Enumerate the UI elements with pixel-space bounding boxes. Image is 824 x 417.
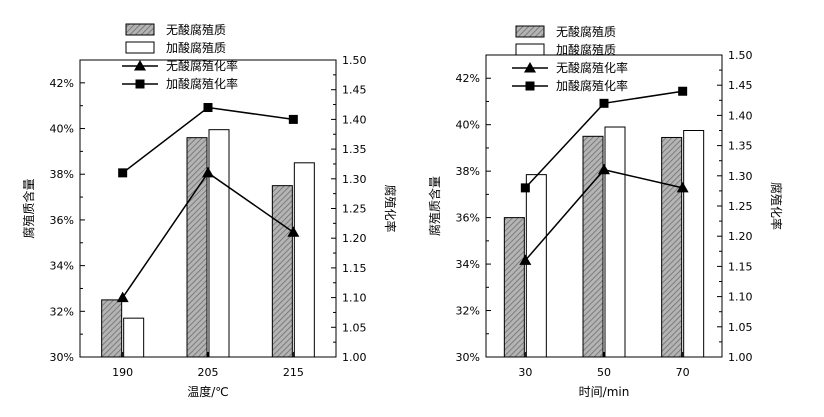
y-tick-label: 42% <box>50 77 74 90</box>
y2-tick-label: 1.30 <box>342 173 367 186</box>
legend-label: 加酸腐殖质 <box>556 42 616 57</box>
legend-swatch <box>125 23 155 36</box>
data-point <box>519 254 532 265</box>
data-point <box>288 114 298 124</box>
data-point <box>598 163 610 175</box>
y2-axis-title: 腐殖化率 <box>383 184 398 232</box>
legend-label: 加酸腐殖化率 <box>556 78 628 93</box>
y2-tick-label: 1.20 <box>728 230 753 243</box>
y2-tick-label: 1.05 <box>728 321 753 334</box>
y-tick-label: 40% <box>456 119 480 132</box>
legend-label: 无酸腐殖质 <box>556 24 616 39</box>
legend-label: 无酸腐殖质 <box>166 22 226 37</box>
legend-label: 加酸腐殖化率 <box>166 76 238 91</box>
bar <box>186 137 208 358</box>
data-point <box>203 103 213 113</box>
y2-tick-label: 1.15 <box>728 260 753 273</box>
series-line <box>524 168 683 261</box>
time-chart: 30% 32% 34% 36% 38% 40% 42% 1.00 1.05 1.10 1.15 1.2… <box>427 24 784 399</box>
data-point <box>287 226 300 237</box>
y2-tick-label: 1.50 <box>728 49 753 62</box>
legend-marker <box>524 62 536 73</box>
x-tick-label: 70 <box>676 366 690 379</box>
y-tick-label: 34% <box>50 260 74 273</box>
temperature-chart: 30% 32% 34% 36% 38% 40% 42% 1.00 1.05 1.10 1.15 1.2… <box>21 22 398 399</box>
x-tick-label: 205 <box>198 366 219 379</box>
y2-tick-label: 1.30 <box>728 170 753 183</box>
bar <box>208 129 230 358</box>
y2-tick-label: 1.25 <box>728 200 753 213</box>
data-point <box>678 86 688 96</box>
y-tick-label: 38% <box>456 165 480 178</box>
bar <box>604 126 626 358</box>
bar <box>503 217 525 358</box>
y2-tick-label: 1.35 <box>342 143 367 156</box>
bar <box>582 135 604 358</box>
data-point <box>520 183 530 193</box>
x-tick-label: 190 <box>112 366 133 379</box>
y2-tick-label: 1.45 <box>728 79 753 92</box>
data-point <box>116 291 129 303</box>
y-tick-label: 36% <box>456 212 480 225</box>
y-tick-label: 36% <box>50 214 74 227</box>
y-tick-label: 42% <box>456 72 480 85</box>
y-tick-label: 40% <box>50 123 74 136</box>
bar <box>271 185 293 358</box>
bar <box>123 317 145 358</box>
data-point <box>118 168 128 178</box>
y2-tick-label: 1.05 <box>342 321 367 334</box>
y2-tick-label: 1.00 <box>342 351 367 364</box>
data-point <box>202 166 214 178</box>
legend-swatch <box>125 41 155 54</box>
y2-tick-label: 1.10 <box>342 292 367 305</box>
y-tick-label: 32% <box>50 305 74 318</box>
data-point <box>676 181 689 193</box>
bar <box>661 136 683 358</box>
legend-label: 无酸腐殖化率 <box>556 60 628 75</box>
x-axis-title: 温度/℃ <box>187 384 229 399</box>
legend-swatch <box>515 25 545 38</box>
legend-marker <box>134 60 146 71</box>
bar <box>683 130 705 358</box>
legend-marker <box>135 79 145 89</box>
y-tick-label: 38% <box>50 168 74 181</box>
legend-label: 无酸腐殖化率 <box>166 58 238 73</box>
x-tick-label: 50 <box>597 366 611 379</box>
y2-tick-label: 1.15 <box>342 262 367 275</box>
y2-tick-label: 1.00 <box>728 351 753 364</box>
y-tick-label: 30% <box>456 351 480 364</box>
y-axis-title: 腐殖质含量 <box>427 176 442 236</box>
legend-marker <box>525 81 535 91</box>
data-point <box>599 98 609 108</box>
y2-tick-label: 1.40 <box>342 113 367 126</box>
y2-tick-label: 1.40 <box>728 109 753 122</box>
y2-tick-label: 1.25 <box>342 203 367 216</box>
y2-axis-title: 腐殖化率 <box>769 182 784 230</box>
legend-swatch <box>515 43 545 56</box>
y2-tick-label: 1.50 <box>342 54 367 67</box>
y-tick-label: 32% <box>456 305 480 318</box>
y2-tick-label: 1.10 <box>728 291 753 304</box>
y-axis-title: 腐殖质含量 <box>21 178 36 238</box>
x-tick-label: 215 <box>283 366 304 379</box>
y-tick-label: 30% <box>50 351 74 364</box>
bar <box>293 162 315 358</box>
legend-label: 加酸腐殖质 <box>166 40 226 55</box>
y2-tick-label: 1.35 <box>728 140 753 153</box>
y2-tick-label: 1.20 <box>342 232 367 245</box>
bar <box>525 174 547 358</box>
x-axis-title: 时间/min <box>579 385 630 399</box>
y-tick-label: 34% <box>456 258 480 271</box>
series-line <box>122 106 294 174</box>
bar <box>101 299 123 358</box>
x-tick-label: 30 <box>518 366 532 379</box>
y2-tick-label: 1.45 <box>342 84 367 97</box>
series-line <box>122 171 294 299</box>
